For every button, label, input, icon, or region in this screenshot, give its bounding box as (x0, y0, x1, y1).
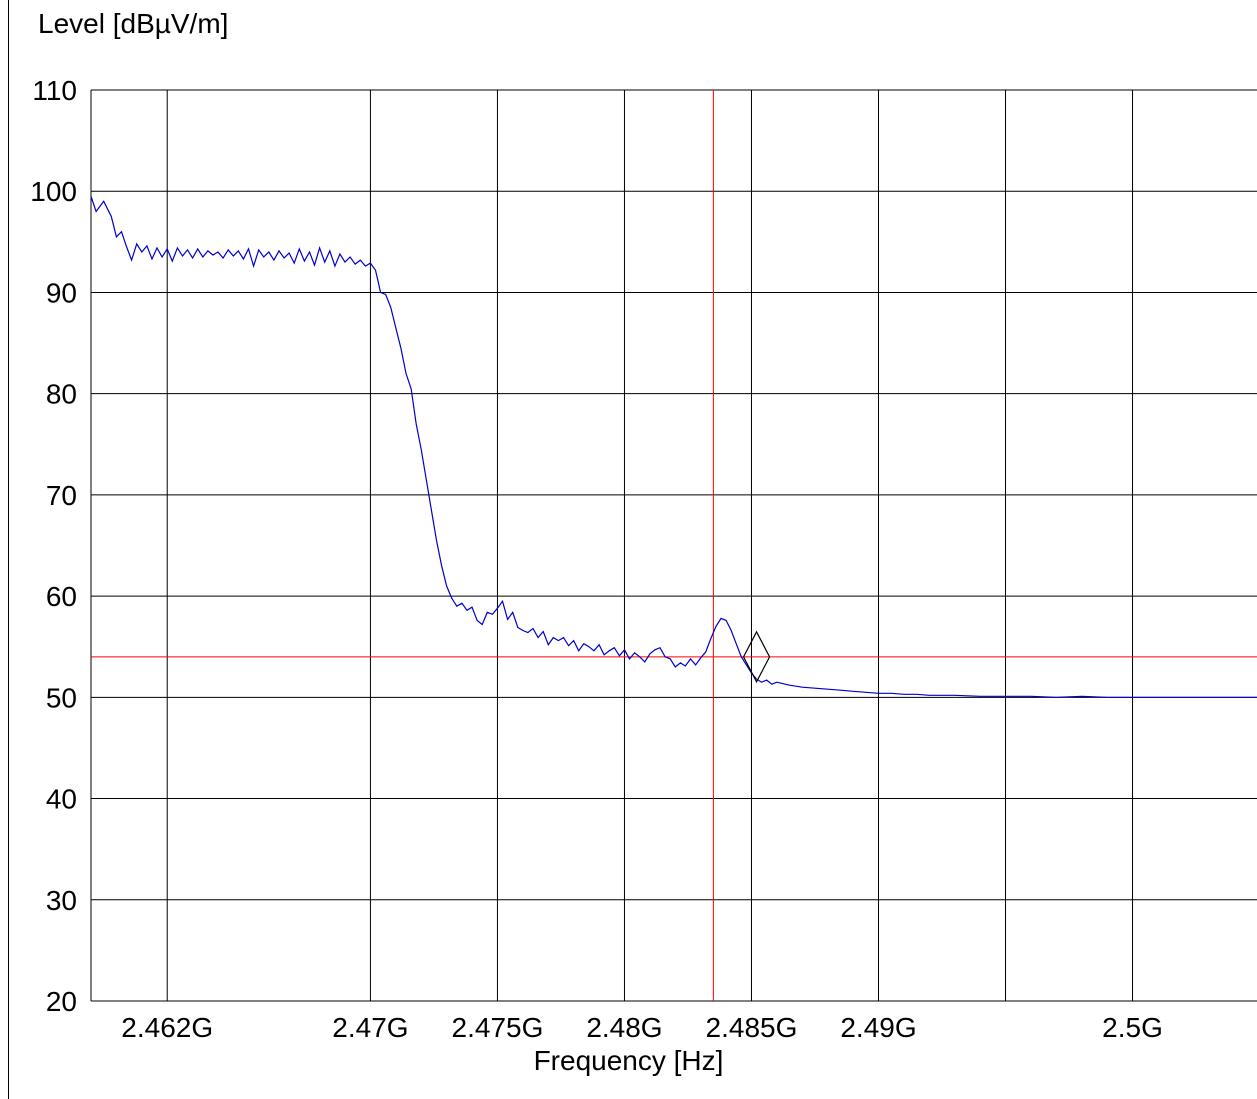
x-tick-label: 2.47G (332, 1012, 408, 1043)
y-tick-label: 40 (46, 784, 77, 815)
y-tick-label: 30 (46, 885, 77, 916)
marker-diamond (742, 630, 771, 684)
series-line (90, 196, 1257, 698)
x-tick-label: 2.48G (586, 1012, 662, 1043)
x-tick-label: 2.462G (121, 1012, 213, 1043)
y-tick-label: 100 (30, 176, 77, 207)
y-tick-label: 70 (46, 480, 77, 511)
left-frame-line (8, 0, 9, 1099)
y-axis-label: Level [dBµV/m] (38, 8, 229, 39)
x-tick-label: 2.475G (452, 1012, 544, 1043)
x-tick-label: 2.5G (1102, 1012, 1163, 1043)
x-tick-label: 2.485G (706, 1012, 798, 1043)
y-tick-label: 50 (46, 682, 77, 713)
y-tick-label: 20 (46, 986, 77, 1017)
y-tick-label: 90 (46, 277, 77, 308)
y-tick-label: 110 (32, 75, 77, 106)
x-axis-label: Frequency [Hz] (533, 1045, 724, 1076)
x-tick-label: 2.49G (840, 1012, 916, 1043)
y-tick-label: 80 (46, 379, 77, 410)
y-tick-label: 60 (46, 581, 77, 612)
